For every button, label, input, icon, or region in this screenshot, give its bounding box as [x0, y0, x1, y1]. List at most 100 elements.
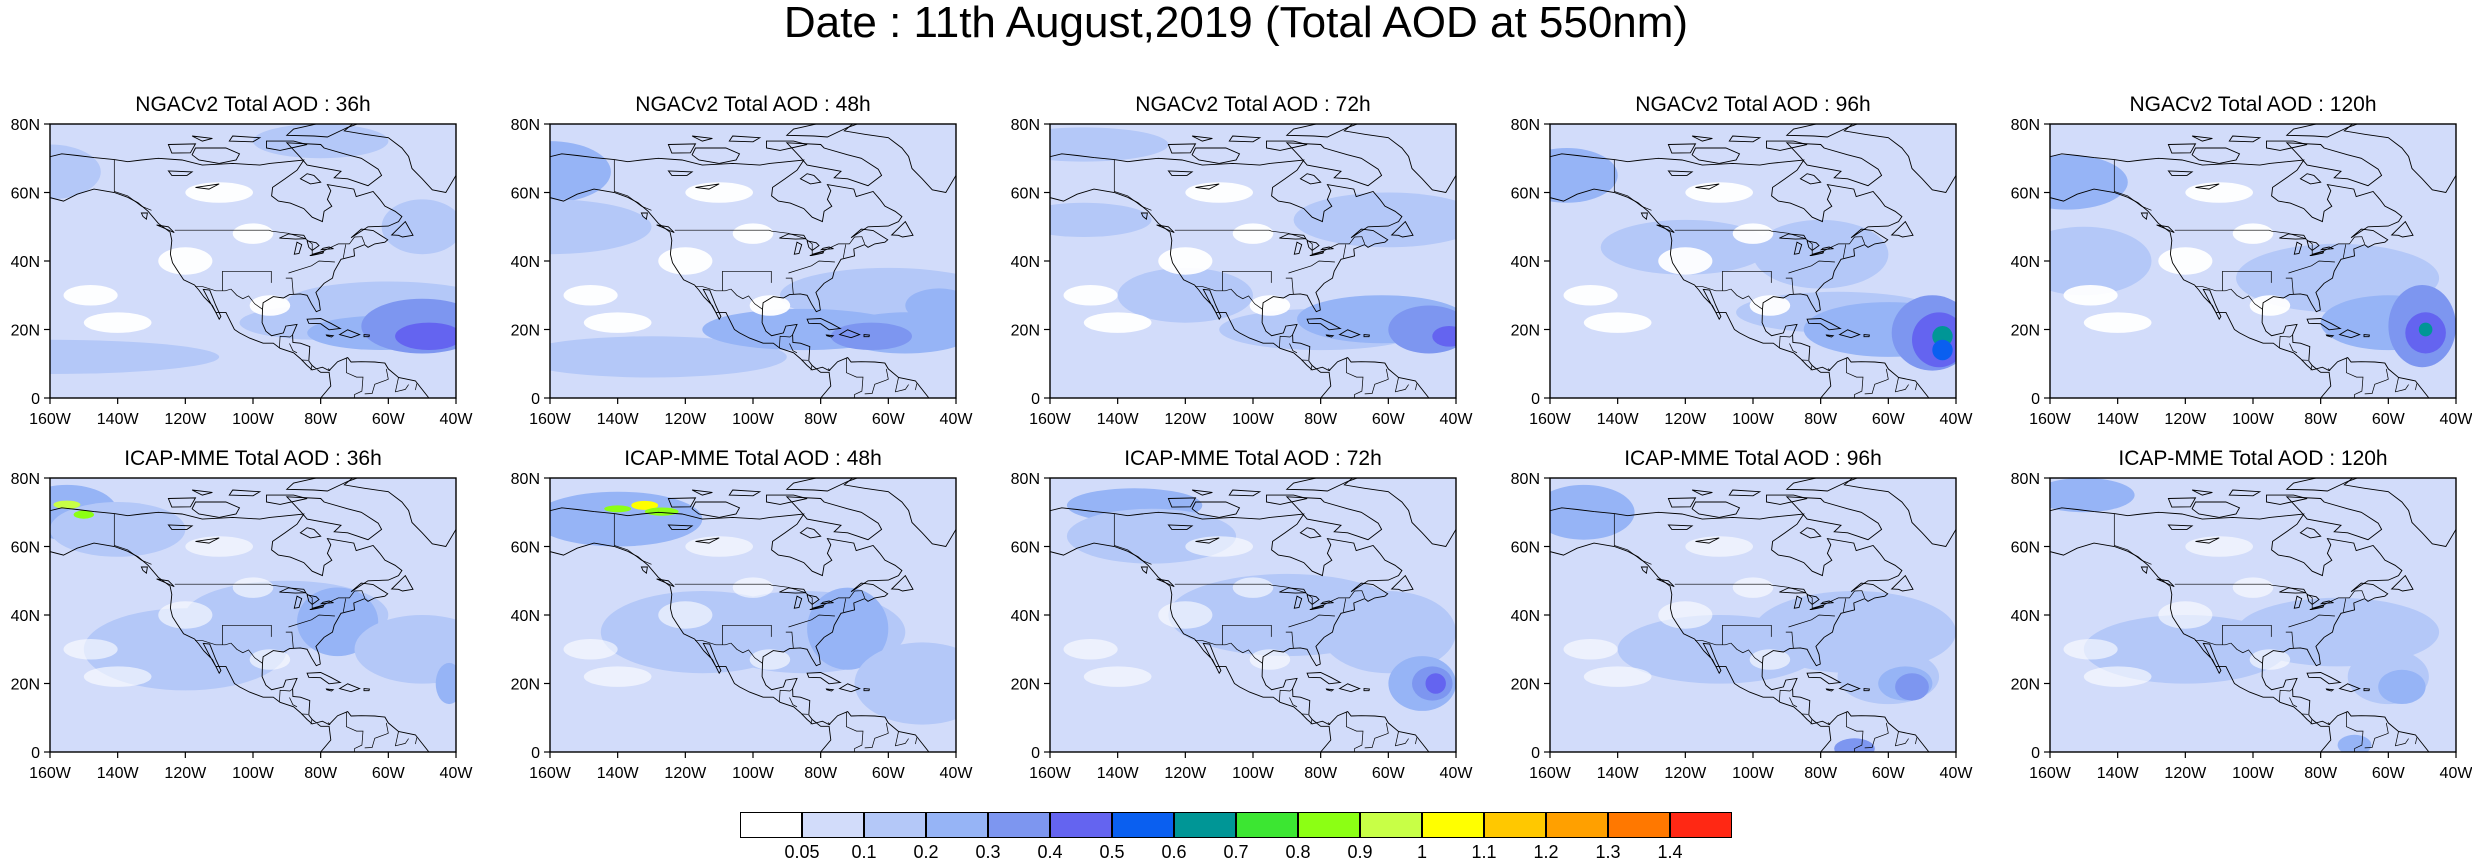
coastline-greenland — [1343, 478, 1456, 548]
lat-tick-label: 80N — [511, 471, 540, 488]
coastline-island — [2228, 489, 2262, 497]
coastline-island — [299, 527, 322, 539]
lat-tick-label: 60N — [11, 540, 40, 557]
lon-tick-label: 40W — [1440, 411, 1474, 428]
lat-tick-label: 20N — [2011, 323, 2040, 340]
lake-outline — [2279, 233, 2307, 240]
colorbar-label: 0.5 — [1099, 842, 1125, 862]
lake-outline — [1806, 240, 1820, 251]
lon-tick-label: 140W — [2097, 411, 2140, 428]
coastline-island — [799, 527, 822, 539]
lon-tick-label: 40W — [2440, 411, 2472, 428]
aod-low-region — [1083, 666, 1152, 687]
aod-low-region — [1583, 666, 1652, 687]
coastline-island — [728, 489, 762, 497]
country-border — [2288, 614, 2335, 628]
coastline-island — [1140, 212, 1148, 221]
country-border — [2310, 365, 2313, 371]
lon-tick-label: 140W — [97, 765, 140, 782]
aod-low-region — [2249, 295, 2291, 316]
lon-tick-label: 140W — [597, 765, 640, 782]
aod-low-region — [1185, 536, 1253, 557]
country-border — [1810, 719, 1813, 725]
lon-tick-label: 120W — [664, 411, 707, 428]
country-border — [327, 722, 331, 726]
colorbar-swatch — [802, 812, 864, 838]
aod-low-region — [583, 666, 652, 687]
country-border — [695, 286, 763, 310]
lon-tick-label: 160W — [2029, 765, 2072, 782]
country-border — [1195, 640, 1263, 664]
aod-shade-region — [2378, 669, 2426, 704]
coastline-north-america — [2050, 153, 2432, 398]
country-border — [1327, 722, 1331, 726]
coastline-north-america — [50, 153, 432, 398]
aod-shade-region — [2236, 243, 2440, 313]
lake-outline — [1793, 595, 1803, 609]
coastline-island — [1191, 135, 1213, 142]
lake-outline — [695, 537, 720, 544]
aod-low-region — [1158, 601, 1213, 629]
lon-tick-label: 120W — [1664, 411, 1707, 428]
coastline-island — [1266, 494, 1308, 505]
lon-tick-label: 120W — [1164, 411, 1207, 428]
coastline-island — [2191, 489, 2213, 496]
colorbar-swatch — [1298, 812, 1360, 838]
aod-shade-region — [1550, 148, 1618, 203]
aod-low-region — [658, 247, 713, 275]
panel-title: NGACv2 Total AOD : 48h — [635, 93, 871, 116]
coastline-island — [167, 143, 197, 154]
lon-tick-label: 60W — [372, 411, 406, 428]
aod-low-region — [2249, 649, 2291, 670]
aod-map: 80N 60N 40N 20N 0 160W 140W 120W 100W 80W 60W 40W — [11, 117, 474, 428]
lake-outline — [1809, 250, 1825, 256]
aod-shade-region — [395, 322, 456, 350]
colorbar-swatch — [1360, 812, 1422, 838]
lat-tick-label: 40N — [1511, 254, 1540, 271]
lon-tick-label: 40W — [440, 411, 474, 428]
coastline-island — [390, 220, 414, 238]
lat-tick-label: 80N — [1511, 471, 1540, 488]
coastline-island — [1338, 329, 1361, 339]
lon-tick-label: 80W — [1804, 411, 1838, 428]
country-border — [788, 614, 835, 628]
coastline-island — [2299, 173, 2322, 185]
country-border — [2342, 598, 2347, 612]
coastline-island — [228, 489, 262, 497]
coastline-island — [1640, 212, 1648, 221]
lon-tick-label: 80W — [1304, 765, 1338, 782]
coastline-north-america — [50, 507, 432, 752]
lake-outline — [2195, 537, 2220, 544]
colorbar-label: 0.05 — [784, 842, 820, 862]
aod-shade-region — [1293, 192, 1456, 248]
coastline-island — [1691, 489, 1713, 496]
aod-map: 80N 60N 40N 20N 0 160W 140W 120W 100W 80W 60W 40W — [1011, 471, 1474, 782]
coastline-island — [1766, 140, 1808, 151]
country-border — [2285, 631, 2294, 649]
aod-low-region — [685, 182, 753, 203]
country-border — [1846, 711, 1864, 752]
panel-title: ICAP-MME Total AOD : 36h — [124, 447, 382, 470]
aod-low-region — [1749, 295, 1791, 316]
coastline-island — [2363, 334, 2370, 338]
aod-low-region — [1158, 247, 1213, 275]
lon-tick-label: 160W — [2029, 411, 2072, 428]
country-border — [1195, 286, 1263, 310]
lake-outline — [1167, 524, 1194, 530]
coastline-greenland — [1843, 478, 1956, 548]
lon-tick-label: 160W — [529, 411, 572, 428]
coastline-island — [691, 501, 741, 518]
country-border — [779, 688, 793, 703]
lon-tick-label: 80W — [304, 765, 338, 782]
aod-low-region — [63, 638, 118, 660]
coastline-island — [1140, 566, 1148, 575]
lat-tick-label: 60N — [1011, 540, 1040, 557]
coastline-island — [2306, 672, 2342, 685]
aod-shade-region — [1895, 673, 1929, 701]
coastline-north-america — [550, 507, 932, 752]
colorbar-label: 0.6 — [1161, 842, 1187, 862]
coastline-island — [728, 135, 762, 143]
aod-low-region — [749, 649, 791, 670]
lon-tick-label: 160W — [1529, 411, 1572, 428]
lat-tick-label: 0 — [1031, 391, 1040, 408]
